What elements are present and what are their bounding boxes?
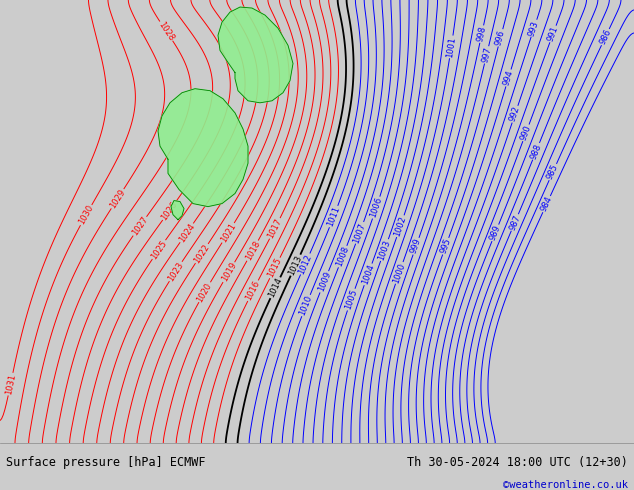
Text: 990: 990 [519,124,533,142]
Text: 993: 993 [527,19,541,37]
Text: 999: 999 [409,237,423,255]
Text: 992: 992 [508,105,522,123]
Text: 1003: 1003 [377,239,392,262]
Text: 1006: 1006 [368,196,384,219]
Text: 1029: 1029 [108,188,127,210]
Text: 984: 984 [539,195,554,213]
Text: 1024: 1024 [177,221,197,244]
Polygon shape [171,200,184,220]
Text: 989: 989 [488,224,503,242]
Text: Th 30-05-2024 18:00 UTC (12+30): Th 30-05-2024 18:00 UTC (12+30) [407,457,628,469]
Text: 1021: 1021 [219,221,238,244]
Text: 1012: 1012 [297,252,314,275]
Text: 1026: 1026 [160,199,179,222]
Text: 1011: 1011 [326,205,342,228]
Text: 995: 995 [439,237,453,255]
Text: 991: 991 [546,25,560,43]
Text: 1002: 1002 [393,215,408,238]
Text: 1005: 1005 [344,288,359,311]
Text: 998: 998 [476,25,488,43]
Text: 1009: 1009 [316,270,332,293]
Text: 1017: 1017 [266,217,283,240]
Text: 1030: 1030 [77,204,95,226]
Polygon shape [218,7,293,103]
Text: 1019: 1019 [219,261,238,284]
Text: 1007: 1007 [352,221,368,245]
Text: 1016: 1016 [244,279,262,302]
Text: 1001: 1001 [445,36,457,58]
Text: 1008: 1008 [335,245,351,268]
Text: 1000: 1000 [392,262,407,284]
Text: 997: 997 [481,46,493,64]
Text: 1031: 1031 [4,373,17,395]
Text: ©weatheronline.co.uk: ©weatheronline.co.uk [503,480,628,490]
Text: 987: 987 [508,213,522,232]
Text: 1027: 1027 [130,215,150,237]
Text: 1013: 1013 [287,254,304,277]
Text: 986: 986 [598,28,613,46]
Text: 994: 994 [502,69,515,87]
Text: 1015: 1015 [266,257,283,279]
Text: 1025: 1025 [149,238,169,261]
Text: 1004: 1004 [360,263,376,286]
Text: 985: 985 [545,163,560,181]
Text: 1018: 1018 [243,239,262,262]
Text: 996: 996 [494,29,507,47]
Text: 988: 988 [529,142,543,160]
Text: 1022: 1022 [192,242,211,265]
Text: 1020: 1020 [195,281,214,303]
Text: 1028: 1028 [157,20,176,43]
Text: 1010: 1010 [298,294,314,317]
Polygon shape [158,89,248,207]
Text: Surface pressure [hPa] ECMWF: Surface pressure [hPa] ECMWF [6,457,206,469]
Text: 1023: 1023 [166,260,185,283]
Text: 1014: 1014 [267,276,284,299]
